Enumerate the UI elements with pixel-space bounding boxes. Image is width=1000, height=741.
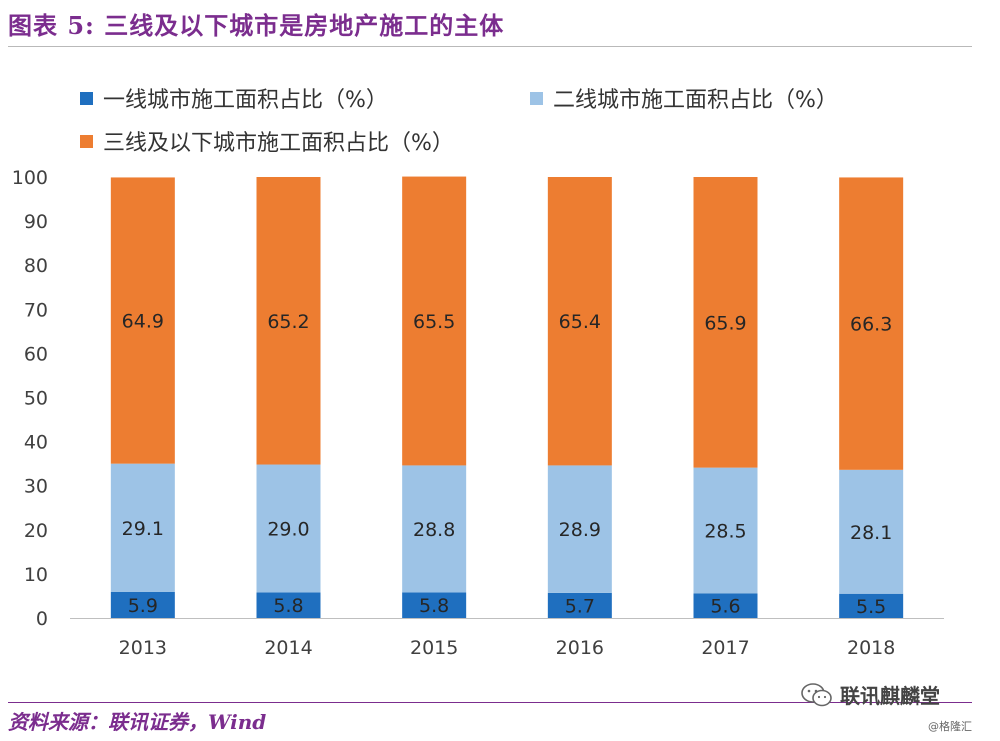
y-tick-label: 100 xyxy=(12,167,48,189)
data-label: 65.9 xyxy=(704,312,746,334)
y-tick-label: 60 xyxy=(24,343,48,365)
bar-segment xyxy=(256,592,321,618)
data-label: 65.2 xyxy=(267,311,309,333)
source-note: 资料来源：联讯证券，Wind xyxy=(8,710,267,734)
legend-swatch-tier3 xyxy=(80,134,93,148)
data-label: 29.1 xyxy=(122,518,164,540)
bar-segment xyxy=(547,465,612,593)
bar-segment xyxy=(110,463,175,592)
y-tick-label: 50 xyxy=(24,388,48,410)
bar-segment xyxy=(839,177,904,470)
legend-item-tier3: 三线及以下城市施工面积占比（%） xyxy=(80,125,454,157)
title-divider xyxy=(8,46,972,47)
data-label: 66.3 xyxy=(850,314,892,336)
bar-segment xyxy=(402,176,467,466)
data-label: 28.8 xyxy=(413,519,455,541)
data-label: 28.5 xyxy=(704,520,746,542)
bar-segment xyxy=(693,593,758,618)
watermark: 联讯麒麟堂 xyxy=(800,680,940,709)
legend-swatch-tier2 xyxy=(530,91,543,105)
x-tick-label: 2013 xyxy=(119,637,167,659)
y-tick-label: 70 xyxy=(24,299,48,321)
legend-label-tier3: 三线及以下城市施工面积占比（%） xyxy=(103,131,454,156)
legend-item-tier1: 一线城市施工面积占比（%） xyxy=(80,82,388,114)
data-label: 28.1 xyxy=(850,522,892,544)
data-label: 5.8 xyxy=(419,595,449,617)
bar-segment xyxy=(402,592,467,618)
x-tick-label: 2014 xyxy=(264,637,312,659)
bar-segment xyxy=(547,177,612,466)
bar-segment xyxy=(402,465,467,593)
bar-segment xyxy=(693,177,758,468)
wechat-icon xyxy=(801,682,832,706)
y-tick-label: 80 xyxy=(24,255,48,277)
data-label: 64.9 xyxy=(122,311,164,333)
y-tick-label: 10 xyxy=(24,564,48,586)
data-label: 5.9 xyxy=(128,595,158,617)
bar-segment xyxy=(256,464,321,593)
bar-segment xyxy=(110,591,175,618)
data-label: 65.5 xyxy=(413,311,455,333)
y-tick-label: 0 xyxy=(36,608,48,630)
data-label: 5.5 xyxy=(856,596,886,618)
y-tick-label: 20 xyxy=(24,520,48,542)
x-tick-label: 2017 xyxy=(701,637,749,659)
legend-label-tier2: 二线城市施工面积占比（%） xyxy=(553,88,838,113)
y-tick-label: 30 xyxy=(24,476,48,498)
legend-item-tier2: 二线城市施工面积占比（%） xyxy=(530,82,838,114)
source-divider xyxy=(8,702,972,703)
x-tick-label: 2015 xyxy=(410,637,458,659)
data-label: 65.4 xyxy=(559,311,601,333)
bar-segment xyxy=(839,469,904,594)
bar-segment xyxy=(839,593,904,618)
x-tick-label: 2018 xyxy=(847,637,895,659)
bar-segment xyxy=(547,592,612,618)
bar-segment xyxy=(256,177,321,465)
watermark-text: 联讯麒麟堂 xyxy=(840,684,940,708)
data-label: 5.6 xyxy=(710,596,740,618)
legend-swatch-tier1 xyxy=(80,91,93,105)
data-label: 5.7 xyxy=(565,595,595,617)
watermark-sub: @格隆汇 xyxy=(928,720,972,733)
data-label: 28.9 xyxy=(559,519,601,541)
data-label: 5.8 xyxy=(273,595,303,617)
y-tick-label: 40 xyxy=(24,432,48,454)
bar-segment xyxy=(693,467,758,594)
chart-title: 图表 5: 三线及以下城市是房地产施工的主体 xyxy=(8,11,505,40)
bar-segment xyxy=(110,177,175,464)
data-label: 29.0 xyxy=(267,518,309,540)
legend-label-tier1: 一线城市施工面积占比（%） xyxy=(103,88,388,113)
x-tick-label: 2016 xyxy=(556,637,604,659)
y-tick-label: 90 xyxy=(24,211,48,233)
